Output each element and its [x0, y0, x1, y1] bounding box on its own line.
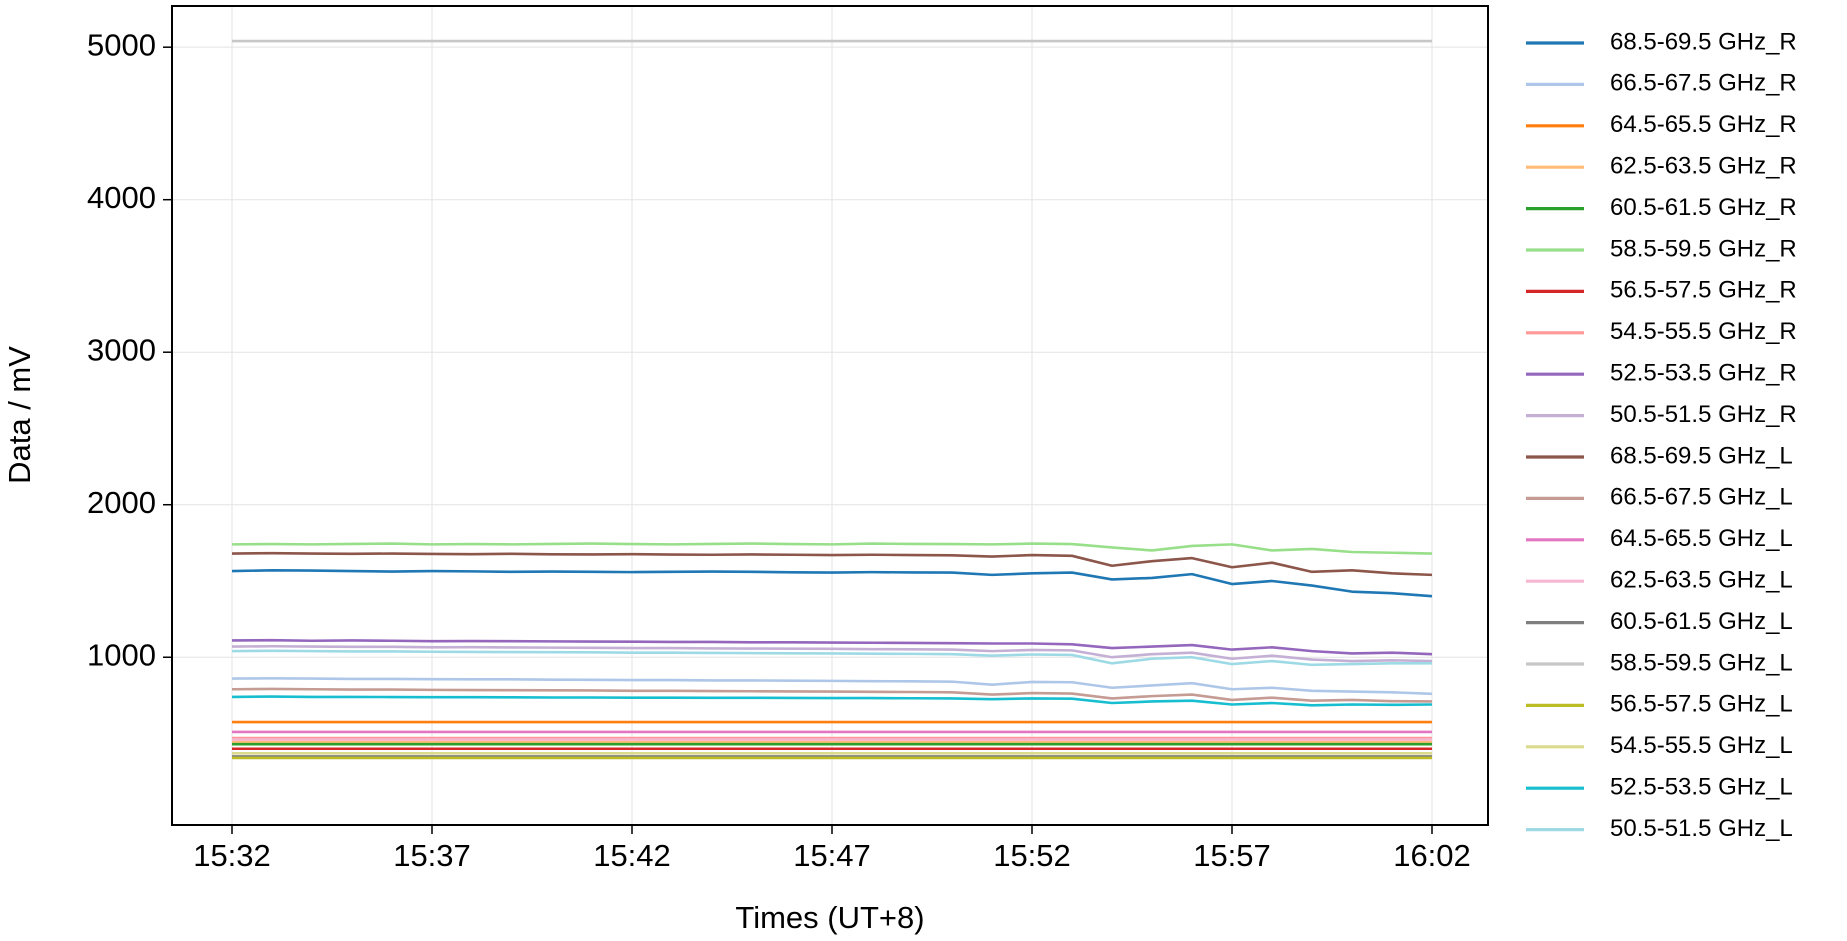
legend-label: 50.5-51.5 GHz_R [1610, 401, 1797, 428]
legend-label: 60.5-61.5 GHz_L [1610, 608, 1793, 635]
legend-label: 68.5-69.5 GHz_L [1610, 442, 1793, 469]
plot-frame [171, 5, 1489, 826]
data-line [231, 638, 1433, 656]
data-line [231, 676, 1433, 696]
y-tick-label: 3000 [87, 332, 156, 367]
data-line [231, 687, 1433, 703]
legend-label: 56.5-57.5 GHz_L [1610, 691, 1793, 718]
legend-label: 50.5-51.5 GHz_L [1610, 815, 1793, 842]
legend-label: 58.5-59.5 GHz_R [1610, 235, 1797, 262]
y-tick-label: 4000 [87, 180, 156, 215]
legend-label: 56.5-57.5 GHz_R [1610, 277, 1797, 304]
x-tick-label: 15:47 [793, 838, 871, 873]
legend-label: 58.5-59.5 GHz_L [1610, 649, 1793, 676]
data-line [231, 569, 1433, 598]
legend-label: 62.5-63.5 GHz_R [1610, 153, 1797, 180]
legend-label: 64.5-65.5 GHz_R [1610, 111, 1797, 138]
x-tick-label: 15:52 [993, 838, 1071, 873]
x-axis-label: Times (UT+8) [735, 900, 924, 935]
legend-label: 52.5-53.5 GHz_R [1610, 360, 1797, 387]
legend-label: 62.5-63.5 GHz_L [1610, 567, 1793, 594]
legend-label: 66.5-67.5 GHz_R [1610, 70, 1797, 97]
legend-label: 64.5-65.5 GHz_L [1610, 525, 1793, 552]
x-tick-label: 15:37 [393, 838, 471, 873]
x-tick-label: 15:32 [193, 838, 271, 873]
data-line [231, 551, 1433, 577]
x-tick-label: 16:02 [1393, 838, 1471, 873]
y-tick-label: 5000 [87, 27, 156, 62]
y-tick-label: 2000 [87, 485, 156, 520]
legend-label: 66.5-67.5 GHz_L [1610, 484, 1793, 511]
x-tick-label: 15:57 [1193, 838, 1271, 873]
legend-label: 54.5-55.5 GHz_L [1610, 732, 1793, 759]
legend-label: 52.5-53.5 GHz_L [1610, 774, 1793, 801]
legend-label: 68.5-69.5 GHz_R [1610, 28, 1797, 55]
data-line [231, 542, 1433, 555]
y-tick-label: 1000 [87, 637, 156, 672]
data-line [231, 695, 1433, 707]
x-tick-label: 15:42 [593, 838, 671, 873]
y-axis-label: Data / mV [2, 346, 37, 484]
data-line [231, 644, 1433, 663]
legend-label: 54.5-55.5 GHz_R [1610, 318, 1797, 345]
legend-label: 60.5-61.5 GHz_R [1610, 194, 1797, 221]
data-line [231, 649, 1432, 667]
